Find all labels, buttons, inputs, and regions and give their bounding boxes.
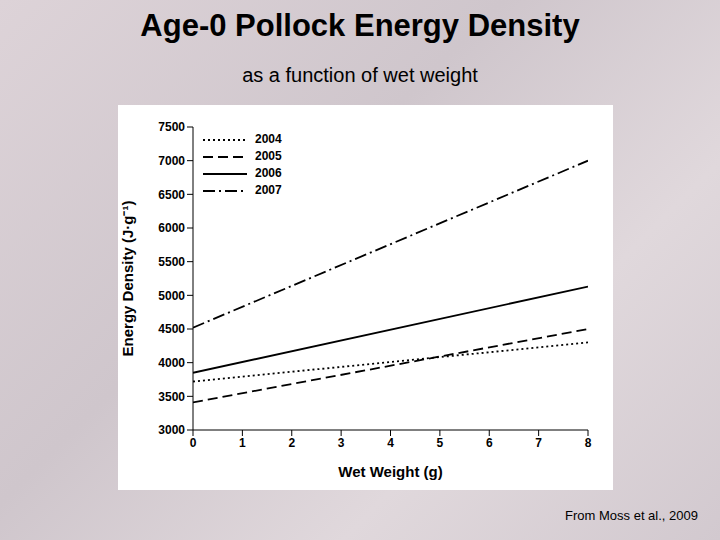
html-text:From Moss et al., 2009: From Moss et al., 2009 bbox=[565, 508, 698, 523]
svg-text:3: 3 bbox=[338, 436, 345, 450]
svg-text:5: 5 bbox=[437, 436, 444, 450]
svg-text:4000: 4000 bbox=[158, 356, 185, 370]
html-text:Age-0 Pollock Energy Density: Age-0 Pollock Energy Density bbox=[140, 8, 580, 43]
html-text:as a function of wet weight: as a function of wet weight bbox=[242, 64, 478, 86]
svg-text:6: 6 bbox=[486, 436, 493, 450]
svg-text:6500: 6500 bbox=[158, 188, 185, 202]
svg-text:5500: 5500 bbox=[158, 255, 185, 269]
svg-text:7: 7 bbox=[535, 436, 542, 450]
html-text:2005: 2005 bbox=[255, 149, 282, 163]
svg-text:2: 2 bbox=[288, 436, 295, 450]
svg-text:5000: 5000 bbox=[158, 289, 185, 303]
html-text:2006: 2006 bbox=[255, 166, 282, 180]
html-text:2007: 2007 bbox=[255, 183, 282, 197]
svg-text:7500: 7500 bbox=[158, 120, 185, 134]
svg-text:Energy Density (J·g⁻¹): Energy Density (J·g⁻¹) bbox=[119, 201, 136, 357]
svg-text:1: 1 bbox=[239, 436, 246, 450]
svg-text:4500: 4500 bbox=[158, 322, 185, 336]
svg-text:4: 4 bbox=[387, 436, 394, 450]
svg-text:3000: 3000 bbox=[158, 423, 185, 437]
svg-text:6000: 6000 bbox=[158, 221, 185, 235]
svg-text:8: 8 bbox=[585, 436, 592, 450]
svg-text:0: 0 bbox=[190, 436, 197, 450]
html-text:2004: 2004 bbox=[255, 132, 282, 146]
svg-text:3500: 3500 bbox=[158, 390, 185, 404]
svg-text:7000: 7000 bbox=[158, 154, 185, 168]
svg-text:Wet Weight (g): Wet Weight (g) bbox=[338, 463, 442, 480]
